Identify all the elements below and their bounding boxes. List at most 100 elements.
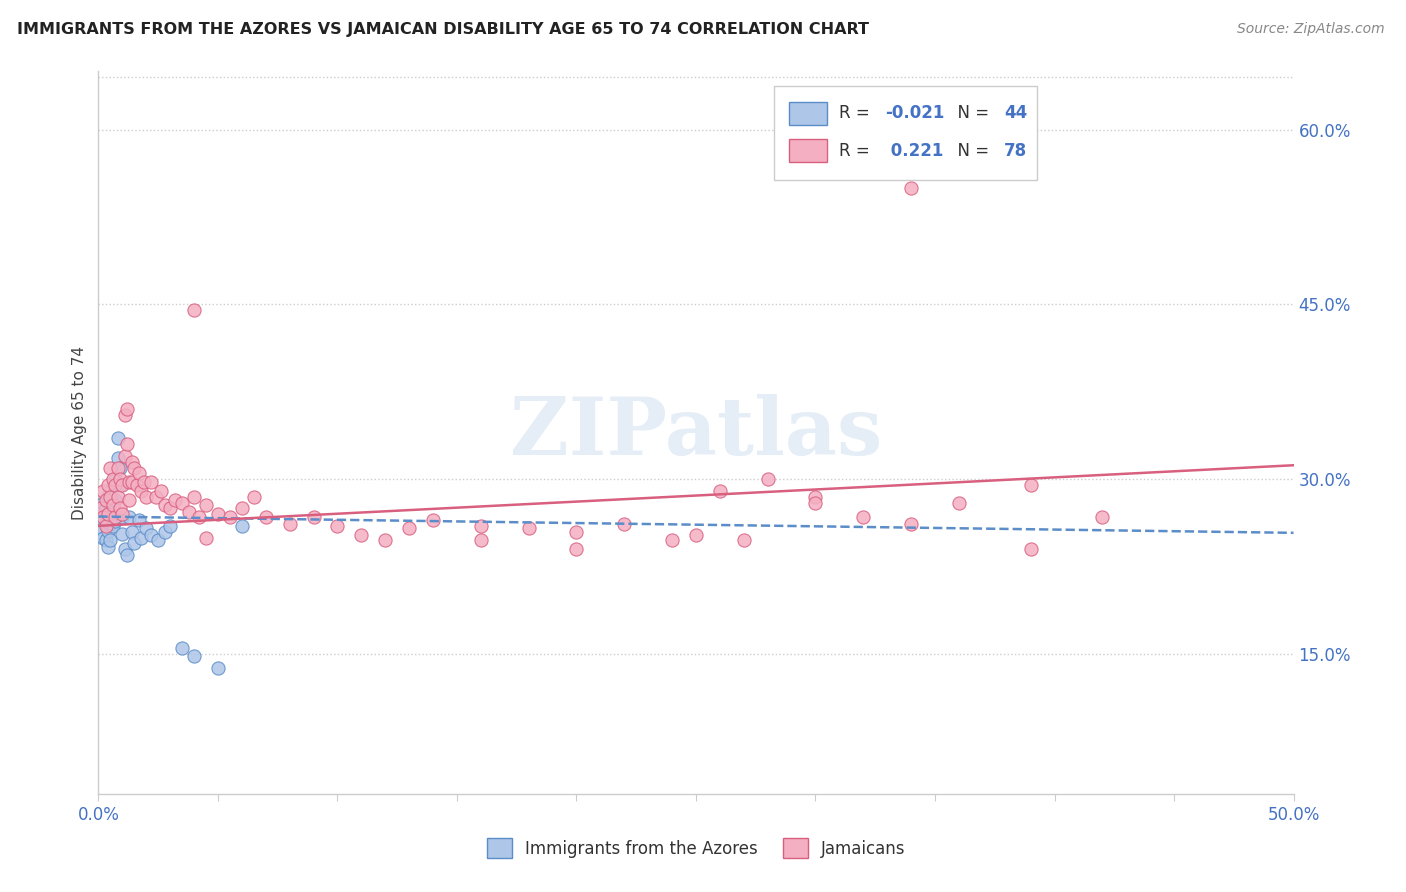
Point <box>101 498 124 512</box>
Point <box>163 493 186 508</box>
Point <box>91 531 114 545</box>
Point <box>155 498 177 512</box>
Point <box>135 490 157 504</box>
Point <box>115 548 138 562</box>
Text: R =: R = <box>839 142 876 160</box>
Point <box>195 498 218 512</box>
Point <box>91 513 114 527</box>
Point <box>302 509 325 524</box>
Point <box>254 509 277 524</box>
Point <box>183 649 205 664</box>
Text: -0.021: -0.021 <box>884 104 945 122</box>
Point <box>948 495 970 509</box>
Point <box>804 495 827 509</box>
Point <box>243 490 266 504</box>
Point <box>326 519 349 533</box>
Point <box>183 303 205 318</box>
FancyBboxPatch shape <box>789 102 827 125</box>
Point <box>118 493 141 508</box>
Point <box>97 490 120 504</box>
Point <box>98 516 122 531</box>
Point <box>97 478 120 492</box>
Point <box>565 542 588 557</box>
Point <box>145 490 167 504</box>
Point <box>104 509 127 524</box>
Point <box>90 505 112 519</box>
Point <box>115 437 138 451</box>
Point <box>94 501 117 516</box>
FancyBboxPatch shape <box>773 86 1036 180</box>
Point <box>278 516 301 531</box>
Point <box>350 528 373 542</box>
Text: Source: ZipAtlas.com: Source: ZipAtlas.com <box>1237 22 1385 37</box>
Point <box>135 521 157 535</box>
Point <box>98 460 122 475</box>
Point <box>195 531 218 545</box>
Point <box>231 501 253 516</box>
Point <box>124 536 146 550</box>
Point <box>219 509 242 524</box>
Point <box>94 493 117 508</box>
Point <box>114 449 136 463</box>
Point <box>111 527 134 541</box>
Point <box>159 519 181 533</box>
Point <box>91 509 114 524</box>
Point <box>661 533 683 547</box>
Point <box>231 519 253 533</box>
Point <box>517 521 540 535</box>
Y-axis label: Disability Age 65 to 74: Disability Age 65 to 74 <box>72 345 87 520</box>
Point <box>159 501 181 516</box>
Point <box>101 498 124 512</box>
Point <box>91 495 114 509</box>
Text: IMMIGRANTS FROM THE AZORES VS JAMAICAN DISABILITY AGE 65 TO 74 CORRELATION CHART: IMMIGRANTS FROM THE AZORES VS JAMAICAN D… <box>17 22 869 37</box>
Point <box>131 531 153 545</box>
Point <box>104 514 127 528</box>
Point <box>374 533 396 547</box>
Point <box>121 524 143 539</box>
Point <box>852 509 875 524</box>
Point <box>1019 478 1042 492</box>
Point <box>207 661 229 675</box>
Point <box>148 533 170 547</box>
Point <box>94 533 117 547</box>
Text: ZIPatlas: ZIPatlas <box>510 393 882 472</box>
Point <box>733 533 755 547</box>
Point <box>107 451 129 466</box>
Point <box>107 490 129 504</box>
Point <box>114 542 136 557</box>
Point <box>98 533 122 547</box>
Point <box>565 524 588 539</box>
Text: 44: 44 <box>1004 104 1028 122</box>
Point <box>172 495 194 509</box>
Point <box>118 475 141 489</box>
Point <box>1019 542 1042 557</box>
Point <box>97 507 120 521</box>
Point <box>183 490 205 504</box>
Point <box>128 513 150 527</box>
Text: R =: R = <box>839 104 876 122</box>
Point <box>124 460 146 475</box>
Point <box>900 181 922 195</box>
Point <box>900 516 922 531</box>
Point <box>804 490 827 504</box>
Point <box>470 519 492 533</box>
Text: N =: N = <box>948 104 994 122</box>
Point <box>187 509 209 524</box>
Legend: Immigrants from the Azores, Jamaicans: Immigrants from the Azores, Jamaicans <box>479 831 912 865</box>
Point <box>107 432 129 446</box>
Point <box>108 472 131 486</box>
Point <box>108 460 131 475</box>
Point <box>104 478 127 492</box>
Point <box>91 483 114 498</box>
Point <box>149 483 172 498</box>
Point <box>94 516 117 531</box>
Point <box>470 533 492 547</box>
Point <box>98 500 122 515</box>
Point <box>613 516 636 531</box>
Point <box>111 507 134 521</box>
Point <box>128 467 150 481</box>
Point <box>108 478 131 492</box>
Point <box>101 472 124 486</box>
Point <box>1091 509 1114 524</box>
Point <box>114 408 136 422</box>
